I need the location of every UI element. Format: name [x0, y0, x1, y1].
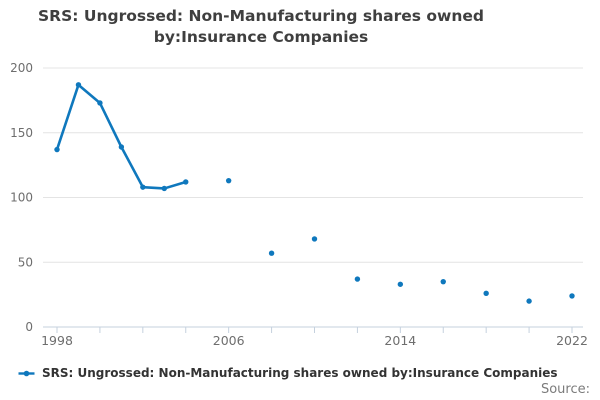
- data-point[interactable]: [569, 293, 575, 299]
- legend-label: SRS: Ungrossed: Non-Manufacturing shares…: [42, 366, 558, 380]
- series-line: [55, 83, 188, 190]
- data-point[interactable]: [354, 276, 361, 282]
- y-axis-label: 100: [10, 191, 33, 205]
- data-point[interactable]: [183, 179, 189, 185]
- x-axis-label: 2014: [384, 333, 416, 348]
- data-point[interactable]: [140, 184, 146, 190]
- legend-line-marker-icon: [18, 370, 35, 376]
- data-point[interactable]: [97, 100, 103, 106]
- data-point[interactable]: [397, 281, 404, 287]
- data-point[interactable]: [440, 278, 446, 285]
- y-axis-label: 150: [10, 126, 33, 140]
- source-label: Source:: [540, 382, 590, 397]
- data-point[interactable]: [54, 146, 60, 153]
- x-axis-label: 2022: [556, 333, 588, 348]
- data-point[interactable]: [526, 298, 532, 304]
- data-point[interactable]: [161, 185, 167, 192]
- chart-title: SRS: Ungrossed: Non-Manufacturing shares…: [0, 6, 522, 48]
- y-axis-label: 200: [10, 61, 33, 75]
- data-point[interactable]: [268, 250, 275, 256]
- chart-title-line-2: by:Insurance Companies: [153, 28, 369, 46]
- y-axis-label: 0: [25, 320, 33, 334]
- data-point[interactable]: [311, 236, 318, 242]
- chart-title-line-1: SRS: Ungrossed: Non-Manufacturing shares…: [38, 7, 484, 25]
- plot-area: 0 50 100 150 200 1998 2006 2014 2022: [10, 61, 588, 348]
- data-point[interactable]: [483, 290, 489, 297]
- x-axis-label: 1998: [41, 333, 73, 348]
- legend-item[interactable]: SRS: Ungrossed: Non-Manufacturing shares…: [18, 366, 558, 380]
- data-point[interactable]: [225, 177, 232, 184]
- x-axis-label: 2006: [213, 333, 245, 348]
- data-point[interactable]: [118, 144, 125, 150]
- data-point[interactable]: [75, 82, 82, 88]
- y-axis-label: 50: [18, 255, 33, 269]
